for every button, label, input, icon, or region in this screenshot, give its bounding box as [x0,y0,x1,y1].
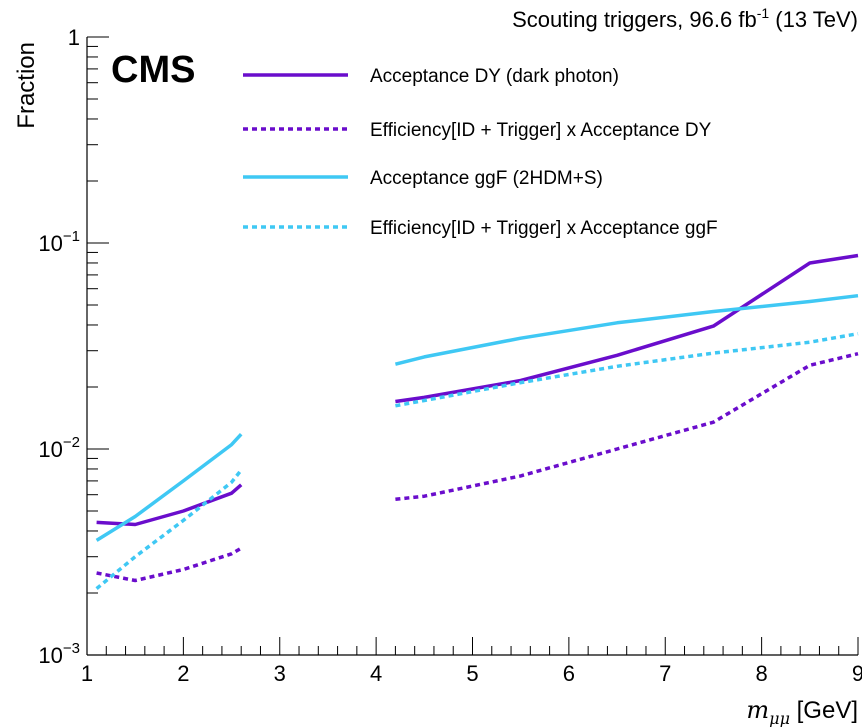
header-suffix: (13 TeV) [769,7,858,32]
y-tick-label: 10−1 [38,228,80,256]
x-tick-label: 4 [370,661,382,686]
series-line-4-segment-2 [395,331,859,408]
experiment-label: CMS [111,49,195,91]
y-tick-label: 10−2 [38,434,80,462]
series-line-2-segment-1 [96,546,243,583]
legend-label: Acceptance ggF (2HDM+S) [370,168,603,189]
series-line-3-segment-1 [95,433,243,542]
y-tick-label: 10−3 [38,640,80,668]
header-sup: -1 [757,5,770,21]
x-tick-label: 5 [466,661,478,686]
x-axis-label-unit: [GeV] [790,697,858,724]
header-prefix: Scouting triggers, 96.6 fb [512,7,757,32]
legend-label: Efficiency[ID + Trigger] x Acceptance DY [370,120,712,141]
x-tick-label: 9 [852,661,862,686]
x-axis-label: mμμ [GeV] [746,696,858,727]
x-axis-label-var: m [746,696,769,724]
x-tick-label: 3 [274,661,286,686]
header-right: Scouting triggers, 96.6 fb-1 (13 TeV) [512,5,858,32]
x-tick-label: 6 [563,661,575,686]
x-tick-label: 7 [659,661,671,686]
legend: Acceptance DY (dark photon) Efficiency[ID… [243,66,718,239]
series-layer [95,253,859,590]
y-axis-label: Fraction [13,42,40,129]
y-tick-label: 1 [68,25,80,50]
axis-ticks: 1 2 3 4 5 6 7 8 9 1 10−1 10−2 10−3 [38,25,862,686]
x-tick-label: 8 [756,661,768,686]
series-line-4-segment-1 [95,469,243,590]
series-line-1-segment-2 [395,253,859,404]
x-tick-label: 2 [177,661,189,686]
legend-label: Acceptance DY (dark photon) [370,66,619,87]
series-line-3-segment-2 [394,293,859,366]
legend-label: Efficiency[ID + Trigger] x Acceptance gg… [370,218,718,239]
x-axis-label-sub: μμ [769,709,790,727]
x-tick-label: 1 [81,661,93,686]
series-line-2-segment-2 [395,351,859,502]
